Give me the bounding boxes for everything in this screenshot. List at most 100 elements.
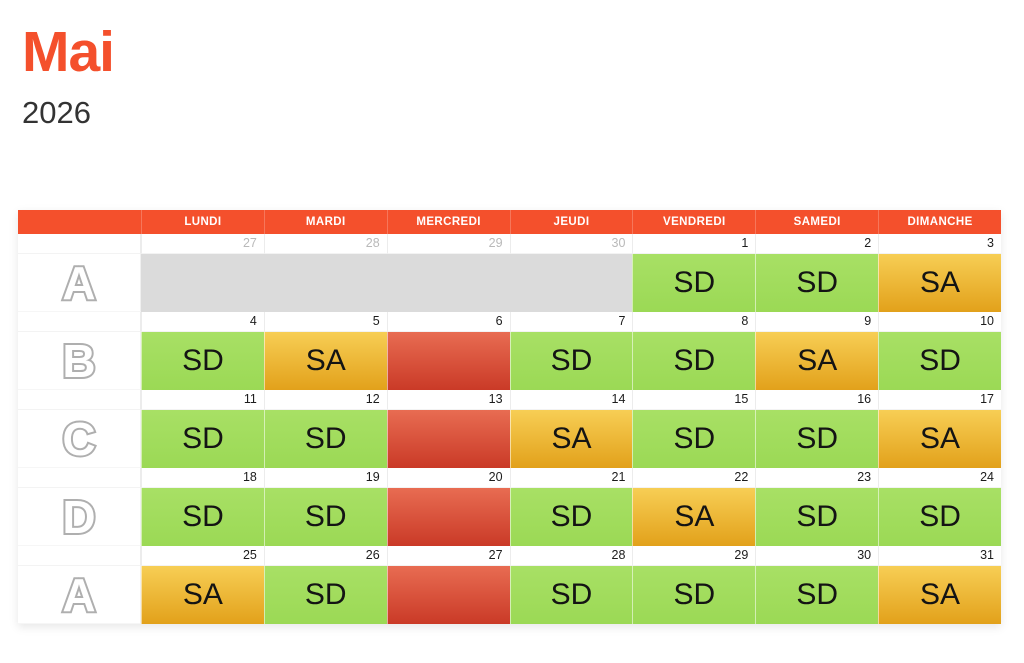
shift-cell-sd: SD <box>263 488 387 546</box>
date-number: 15 <box>632 390 756 410</box>
date-strip-spacer <box>18 468 141 488</box>
date-number: 28 <box>263 234 387 254</box>
shift-cell-sd: SD <box>632 410 756 468</box>
date-number: 3 <box>878 234 1001 254</box>
date-number: 31 <box>878 546 1001 566</box>
date-number: 13 <box>386 390 510 410</box>
shift-cell-sd: SD <box>755 488 879 546</box>
date-number: 25 <box>141 546 264 566</box>
shift-cell-sd: SD <box>141 332 264 390</box>
date-number: 29 <box>386 234 510 254</box>
shift-cell-sd: SD <box>755 566 879 624</box>
day-header-vendredi: VENDREDI <box>632 210 755 234</box>
date-number: 9 <box>755 312 879 332</box>
date-number: 30 <box>509 234 633 254</box>
off-day-cell <box>386 410 510 468</box>
week-letter-text: C <box>60 412 97 465</box>
off-day-cell <box>386 566 510 624</box>
shift-cell-sd: SD <box>755 410 879 468</box>
week-row: B SD SA SD SD SA SD <box>18 332 1001 390</box>
day-header-lundi: LUNDI <box>141 210 264 234</box>
week-letter-text: B <box>60 334 97 387</box>
shift-cell-sd: SD <box>263 566 387 624</box>
shift-cell-sd: SD <box>141 488 264 546</box>
date-number: 8 <box>632 312 756 332</box>
month-title: Mai <box>22 20 115 84</box>
date-strip-spacer <box>18 546 141 566</box>
shift-cell-sa: SA <box>755 332 879 390</box>
date-number: 17 <box>878 390 1001 410</box>
shift-cell-sd: SD <box>141 410 264 468</box>
date-number: 4 <box>141 312 264 332</box>
shift-cell-sd: SD <box>509 332 633 390</box>
day-header-dimanche: DIMANCHE <box>878 210 1001 234</box>
shift-cell-sd: SD <box>632 332 756 390</box>
date-number: 27 <box>141 234 264 254</box>
title-block: Mai 2026 <box>22 20 115 130</box>
empty-out-of-month-cell <box>141 254 633 312</box>
date-strip-spacer <box>18 234 141 254</box>
date-number: 24 <box>878 468 1001 488</box>
day-header-mercredi: MERCREDI <box>386 210 510 234</box>
date-number: 11 <box>141 390 264 410</box>
week-row: C SD SD SA SD SD SA <box>18 410 1001 468</box>
week-row: A SA SD SD SD SD SA <box>18 566 1001 624</box>
date-strip-spacer <box>18 390 141 410</box>
date-strip: 4 5 6 7 8 9 10 <box>18 312 1001 332</box>
calendar-header-row: LUNDI MARDI MERCREDI JEUDI VENDREDI SAMEDI DIM… <box>18 210 1001 234</box>
week-row: A SD SD SA <box>18 254 1001 312</box>
date-number: 23 <box>755 468 879 488</box>
shift-cell-sa: SA <box>632 488 756 546</box>
shift-cell-sd: SD <box>632 566 756 624</box>
date-number: 2 <box>755 234 879 254</box>
off-day-cell <box>386 332 510 390</box>
date-number: 29 <box>632 546 756 566</box>
date-number: 18 <box>141 468 264 488</box>
date-strip: 11 12 13 14 15 16 17 <box>18 390 1001 410</box>
date-number: 6 <box>386 312 510 332</box>
week-letter: A <box>18 566 141 624</box>
shift-cell-sd: SD <box>755 254 879 312</box>
week-letter: D <box>18 488 141 546</box>
week-letter: A <box>18 254 141 312</box>
shift-cell-sa: SA <box>263 332 387 390</box>
date-strip: 25 26 27 28 29 30 31 <box>18 546 1001 566</box>
date-number: 5 <box>263 312 387 332</box>
date-number: 10 <box>878 312 1001 332</box>
week-letter-text: A <box>60 568 97 621</box>
shift-cell-sd: SD <box>878 488 1001 546</box>
calendar-body: 27 28 29 30 1 2 3 A SD SD SA 4 5 6 7 8 9 10 B SD SA SD SD SA SD 1… <box>18 234 1001 624</box>
off-day-cell <box>386 488 510 546</box>
date-number: 28 <box>509 546 633 566</box>
week-letter: B <box>18 332 141 390</box>
week-letter-text: D <box>60 490 97 543</box>
shift-cell-sa: SA <box>141 566 264 624</box>
date-strip: 27 28 29 30 1 2 3 <box>18 234 1001 254</box>
date-number: 21 <box>509 468 633 488</box>
shift-cell-sd: SD <box>632 254 756 312</box>
date-number: 1 <box>632 234 756 254</box>
shift-cell-sd: SD <box>878 332 1001 390</box>
shift-cell-sd: SD <box>509 488 633 546</box>
date-number: 20 <box>386 468 510 488</box>
day-header-mardi: MARDI <box>263 210 387 234</box>
date-number: 27 <box>386 546 510 566</box>
date-number: 16 <box>755 390 879 410</box>
date-number: 26 <box>263 546 387 566</box>
shift-cell-sa: SA <box>509 410 633 468</box>
date-number: 14 <box>509 390 633 410</box>
week-letter: C <box>18 410 141 468</box>
date-number: 22 <box>632 468 756 488</box>
year-label: 2026 <box>22 95 91 130</box>
shift-cell-sa: SA <box>878 566 1001 624</box>
date-strip-spacer <box>18 312 141 332</box>
shift-cell-sd: SD <box>509 566 633 624</box>
day-header-jeudi: JEUDI <box>509 210 633 234</box>
shift-cell-sd: SD <box>263 410 387 468</box>
date-number: 30 <box>755 546 879 566</box>
week-row: D SD SD SD SA SD SD <box>18 488 1001 546</box>
date-number: 12 <box>263 390 387 410</box>
header-spacer <box>18 210 141 234</box>
shift-cell-sa: SA <box>878 410 1001 468</box>
